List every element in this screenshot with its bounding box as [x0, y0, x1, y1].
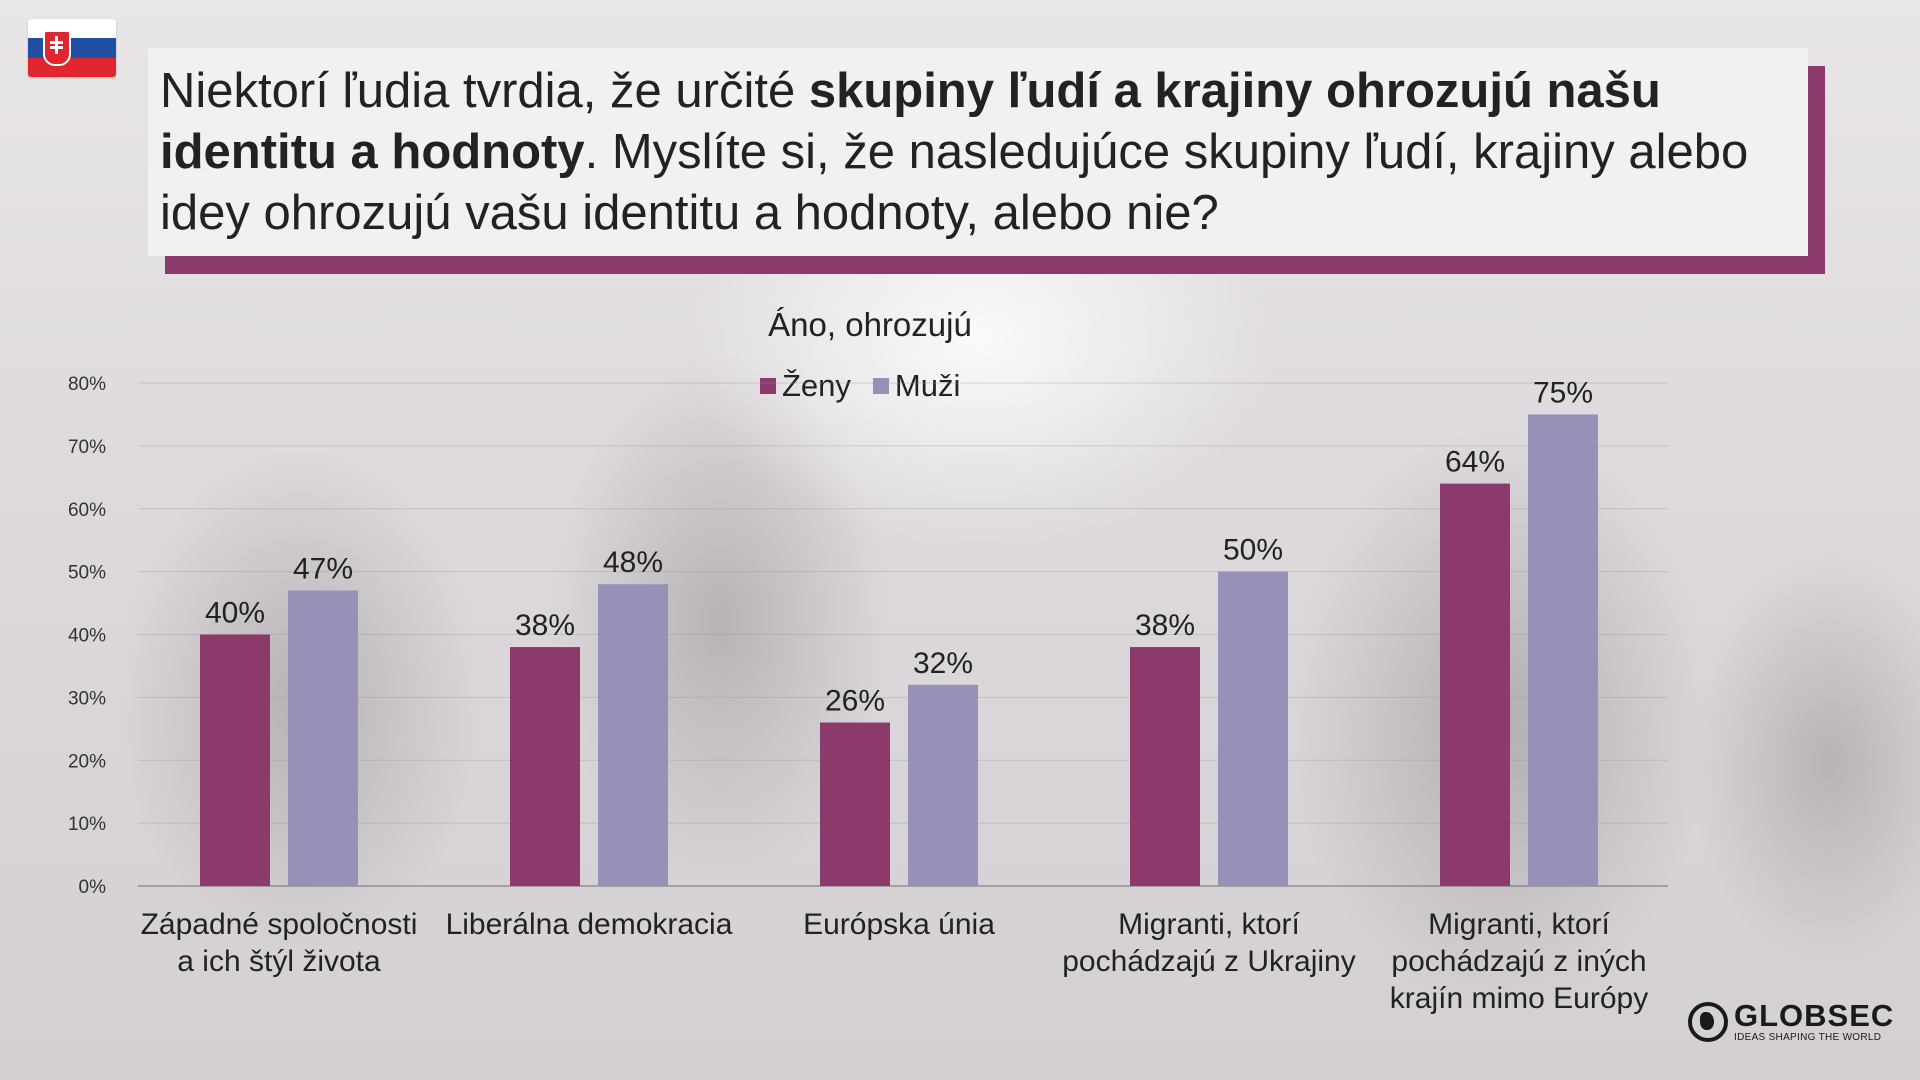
- bar-muzi: [598, 584, 668, 886]
- data-label: 40%: [205, 597, 265, 630]
- y-tick-label: 70%: [68, 437, 106, 458]
- bar-zeny: [1440, 483, 1510, 886]
- bar-zeny: [820, 722, 890, 886]
- y-tick-label: 40%: [68, 626, 106, 647]
- chart-title: Áno, ohrozujú: [768, 306, 972, 343]
- data-label: 38%: [515, 609, 575, 642]
- legend-label-muzi: Muži: [894, 368, 961, 403]
- bar-muzi: [908, 684, 978, 886]
- bar-zeny: [1130, 647, 1200, 886]
- bar-muzi: [1218, 571, 1288, 886]
- data-label: 48%: [603, 546, 663, 579]
- legend-swatch-muzi: [872, 378, 889, 394]
- y-tick-label: 0%: [79, 877, 107, 898]
- y-tick-label: 80%: [68, 374, 106, 395]
- category-label: Liberálna demokracia: [445, 908, 733, 941]
- y-tick-label: 20%: [68, 751, 106, 772]
- y-tick-label: 30%: [68, 688, 106, 709]
- data-label: 75%: [1533, 376, 1593, 409]
- y-tick-label: 50%: [68, 563, 106, 584]
- logo-tagline: IDEAS SHAPING THE WORLD: [1734, 1032, 1882, 1043]
- legend-item-muzi: Muži: [872, 368, 961, 404]
- question-box: Niektorí ľudia tvrdia, že určité skupiny…: [148, 48, 1808, 256]
- data-label: 26%: [825, 685, 885, 718]
- data-label: 38%: [1135, 609, 1195, 642]
- data-label: 47%: [293, 552, 353, 585]
- category-label: Západné spoločnosti a ich štýl života: [140, 908, 418, 978]
- legend-swatch-zeny: [760, 378, 776, 394]
- legend-item-zeny: Ženy: [760, 368, 851, 404]
- data-label: 64%: [1445, 446, 1505, 479]
- question-bold: skupiny ľudí a krajiny ohrozujú našu ide…: [160, 64, 1661, 179]
- category-label: Migranti, ktorí pochádzajú z iných krají…: [1389, 908, 1649, 1015]
- slovakia-flag-icon: [28, 19, 116, 77]
- category-label: Migranti, ktorí pochádzajú z Ukrajiny: [1062, 908, 1356, 978]
- bar-zeny: [200, 634, 270, 886]
- category-label: Európska únia: [803, 908, 995, 941]
- question-part2: . Myslíte si, že nasledujúce skupiny ľud…: [160, 125, 1749, 240]
- globsec-logo: GLOBSEC IDEAS SHAPING THE WORLD: [1688, 1000, 1894, 1043]
- bar-muzi: [288, 590, 358, 886]
- question-part1: Niektorí ľudia tvrdia, že určité: [160, 64, 809, 118]
- data-label: 32%: [913, 647, 973, 680]
- question-text: Niektorí ľudia tvrdia, že určité skupiny…: [160, 61, 1794, 244]
- globe-icon: [1688, 1001, 1728, 1042]
- legend-label-zeny: Ženy: [782, 368, 851, 403]
- logo-name: GLOBSEC: [1734, 998, 1895, 1033]
- data-label: 50%: [1223, 534, 1283, 567]
- y-tick-label: 60%: [68, 500, 106, 521]
- bar-muzi: [1528, 414, 1598, 886]
- chart-legend: Ženy Muži: [760, 366, 982, 406]
- bar-zeny: [510, 647, 580, 886]
- y-tick-label: 10%: [68, 814, 106, 835]
